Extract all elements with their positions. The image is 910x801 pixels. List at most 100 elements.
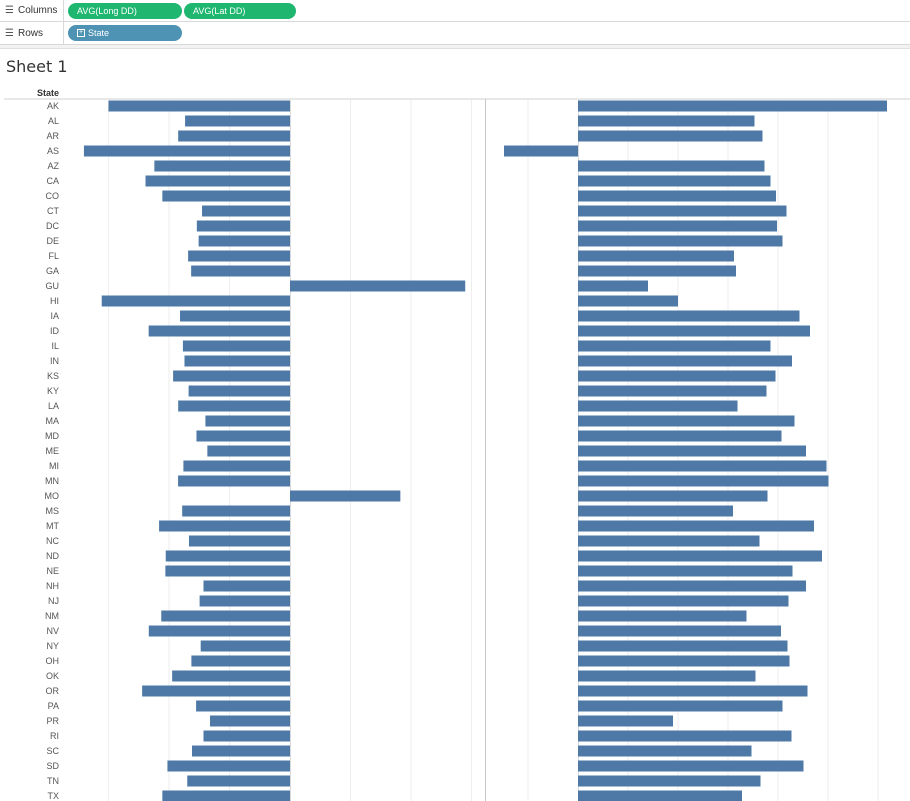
state-label: CA [46, 176, 59, 186]
bar-lat [578, 310, 800, 322]
bar-long [108, 100, 290, 112]
bar-long [165, 565, 290, 577]
bar-long [142, 685, 290, 697]
bar-long [159, 520, 290, 532]
state-label: NY [46, 641, 59, 651]
bar-long [173, 370, 290, 382]
state-label: AR [46, 131, 59, 141]
bar-lat [578, 640, 788, 652]
bar-lat [578, 595, 789, 607]
bar-long [148, 325, 290, 337]
bar-lat [578, 775, 761, 787]
bar-lat [578, 700, 783, 712]
bar-long [188, 385, 290, 397]
bar-long [199, 595, 290, 607]
bar-lat [578, 475, 829, 487]
bar-long [207, 445, 290, 457]
bar-long [182, 505, 290, 517]
state-label: TN [47, 776, 59, 786]
state-label: SC [46, 746, 59, 756]
bar-long [191, 655, 290, 667]
bar-lat [578, 325, 810, 337]
bar-lat [578, 265, 736, 277]
state-label: TX [47, 791, 59, 801]
state-label: GA [46, 266, 59, 276]
state-label: OR [46, 686, 60, 696]
state-label: PR [46, 716, 59, 726]
bar-lat [578, 565, 793, 577]
state-label: NM [45, 611, 59, 621]
state-label: AL [48, 116, 59, 126]
state-label: GU [46, 281, 60, 291]
bar-lat [578, 415, 795, 427]
rows-icon: ☰ [5, 27, 14, 39]
state-label: MD [45, 431, 59, 441]
expand-plus-icon: + [77, 29, 85, 37]
bar-long [167, 760, 290, 772]
bar-lat [578, 130, 763, 142]
bar-lat [578, 715, 673, 727]
bar-long [191, 265, 290, 277]
bar-long [83, 145, 290, 157]
bar-lat [578, 295, 678, 307]
bar-lat [578, 190, 776, 202]
state-label: MN [45, 476, 59, 486]
bar-lat [578, 505, 733, 517]
bar-lat [578, 460, 827, 472]
bar-lat [578, 250, 734, 262]
pill-state[interactable]: + State [68, 25, 182, 41]
shelf-separator [0, 45, 910, 49]
bar-long [145, 175, 290, 187]
state-label: CO [46, 191, 60, 201]
bar-lat [578, 355, 792, 367]
bar-long [205, 415, 290, 427]
bar-long [161, 610, 290, 622]
bar-long [184, 355, 290, 367]
columns-shelf-label: ☰ Columns [0, 0, 64, 21]
state-label: LA [48, 401, 59, 411]
bar-long [203, 580, 290, 592]
columns-icon: ☰ [5, 5, 14, 16]
bar-lat [578, 370, 776, 382]
bar-lat [578, 220, 777, 232]
bar-lat [578, 340, 771, 352]
pill-state-label: State [88, 28, 110, 38]
pill-avg-lat[interactable]: AVG(Lat DD) [184, 3, 296, 19]
bar-long [178, 130, 290, 142]
bar-lat [578, 280, 648, 292]
bar-lat [578, 730, 792, 742]
bar-long [182, 340, 290, 352]
state-label: NE [46, 566, 59, 576]
state-label: CT [47, 206, 59, 216]
bar-lat [578, 400, 738, 412]
bar-long [187, 775, 290, 787]
bar-lat [578, 790, 742, 801]
state-label: ID [50, 326, 60, 336]
bar-long [196, 700, 290, 712]
bar-long [188, 535, 290, 547]
state-label: IA [50, 311, 59, 321]
bar-lat [578, 610, 747, 622]
state-label: FL [48, 251, 59, 261]
bar-lat [578, 685, 808, 697]
rows-shelf-label: ☰ Rows [0, 22, 64, 44]
state-label: AZ [47, 161, 59, 171]
state-label: IN [50, 356, 59, 366]
state-label: MT [46, 521, 59, 531]
bar-lat [578, 760, 804, 772]
state-label: MA [46, 416, 60, 426]
state-label: MI [49, 461, 59, 471]
bar-lat [578, 430, 782, 442]
bar-long [290, 280, 466, 292]
state-label: NJ [48, 596, 59, 606]
state-label: MS [46, 506, 60, 516]
bar-long [101, 295, 290, 307]
state-label: DE [46, 236, 59, 246]
bar-lat [578, 175, 771, 187]
bar-long [198, 235, 290, 247]
bar-long [148, 625, 290, 637]
pill-avg-long[interactable]: AVG(Long DD) [68, 3, 182, 19]
bar-lat [578, 235, 783, 247]
columns-shelf: ☰ Columns AVG(Long DD) AVG(Lat DD) [0, 0, 910, 22]
